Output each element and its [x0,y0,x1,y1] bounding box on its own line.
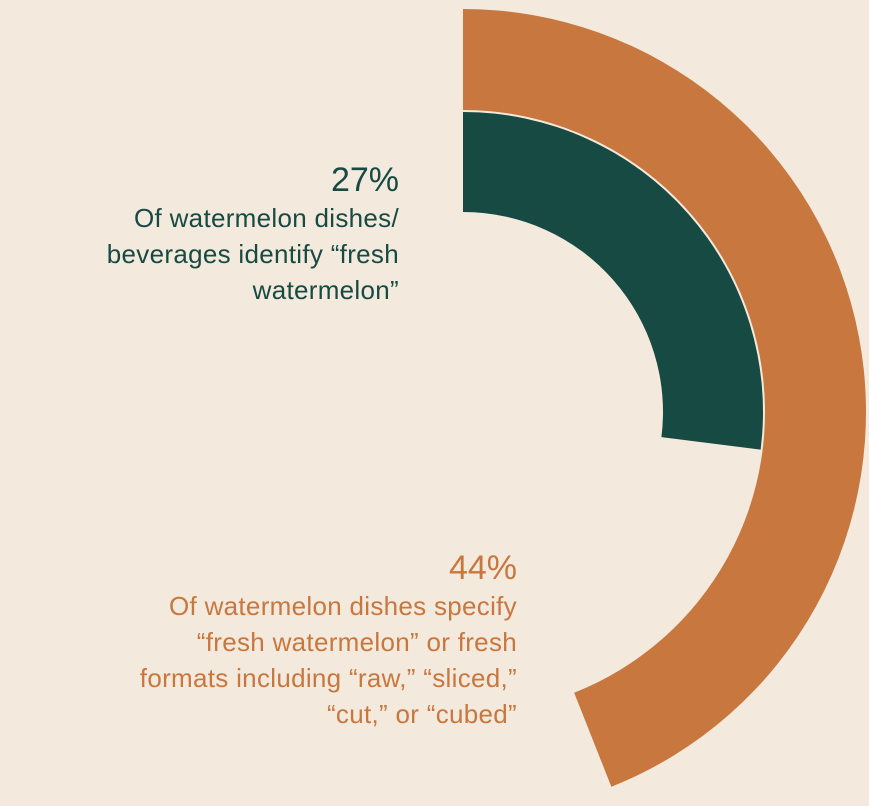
stat-label: Of watermelon dishes/ beverages identify… [0,200,399,308]
stat-value: 44% [448,549,517,587]
stat-label-line: formats including “raw,” “sliced,” [139,663,517,693]
arc-44-percent [463,9,867,787]
stat-27-percent: 27% Of watermelon dishes/ beverages iden… [0,160,399,308]
stat-label-line: watermelon” [252,275,399,305]
stat-label-line: Of watermelon dishes specify [169,591,517,621]
stat-value: 27% [330,161,399,199]
stat-label-line: “fresh watermelon” or fresh [196,627,517,657]
stat-label-line: “cut,” or “cubed” [326,699,517,729]
stat-44-percent: 44% Of watermelon dishes specify “fresh … [0,548,517,732]
stat-label-line: Of watermelon dishes/ [134,203,399,233]
arc-27-percent [463,112,763,450]
stat-label-line: beverages identify “fresh [106,239,399,269]
stat-label: Of watermelon dishes specify “fresh wate… [0,588,517,732]
